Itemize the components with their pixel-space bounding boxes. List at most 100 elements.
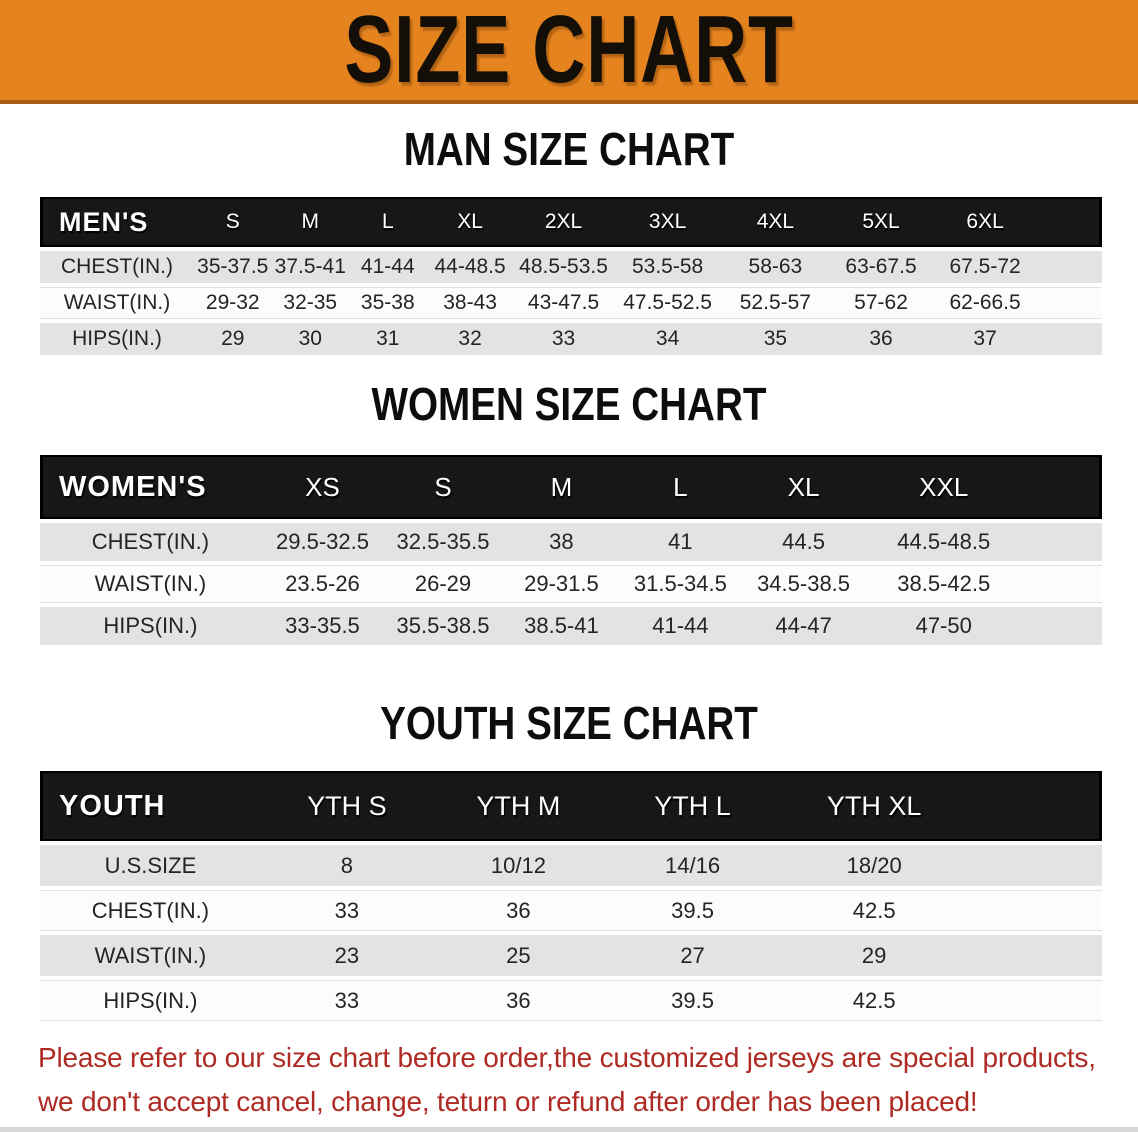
row-label: WAIST(IN.) <box>40 565 261 603</box>
column-header: XL <box>739 455 868 519</box>
table-corner-label: MEN'S <box>40 197 194 247</box>
column-header: 4XL <box>721 197 829 247</box>
size-value-cell: 23 <box>260 935 433 976</box>
size-value-cell: 33 <box>260 890 433 931</box>
column-header: YTH L <box>603 771 782 841</box>
size-value-cell: 38.5-42.5 <box>867 565 1021 603</box>
size-value-cell: 44.5 <box>739 523 868 561</box>
spacer-cell <box>1020 523 1102 561</box>
page-title: SIZE CHART <box>344 0 794 104</box>
size-value-cell: 58-63 <box>721 251 829 283</box>
size-value-cell: 18/20 <box>781 845 968 886</box>
spacer-cell <box>1020 565 1102 603</box>
size-value-cell: 35 <box>721 323 829 355</box>
notice-line-1: Please refer to our size chart before or… <box>38 1042 1096 1073</box>
youth-section-heading: YOUTH SIZE CHART <box>380 697 758 749</box>
spacer-cell <box>967 845 1102 886</box>
banner: SIZE CHART <box>0 0 1138 104</box>
spacer-cell <box>1020 455 1102 519</box>
table-row: CHEST(IN.) 29.5-32.5 32.5-35.5 38 41 44.5 44.5… <box>40 523 1102 561</box>
size-value-cell: 41 <box>620 523 740 561</box>
size-value-cell: 37.5-41 <box>271 251 350 283</box>
row-label: WAIST(IN.) <box>40 287 194 319</box>
table-row: WAIST(IN.) 23.5-26 26-29 29-31.5 31.5-34.5 34… <box>40 565 1102 603</box>
size-value-cell: 30 <box>271 323 350 355</box>
column-header: M <box>501 455 621 519</box>
size-value-cell: 29-32 <box>194 287 272 319</box>
table-row: HIPS(IN.) 29 30 31 32 33 34 35 36 37 <box>40 323 1102 355</box>
row-label: CHEST(IN.) <box>40 523 261 561</box>
youth-size-table: YOUTH YTH S YTH M YTH L YTH XL U.S.SIZE 8 10/12… <box>40 767 1102 1025</box>
size-value-cell: 57-62 <box>829 287 934 319</box>
spacer-cell <box>967 890 1102 931</box>
table-row: HIPS(IN.) 33-35.5 35.5-38.5 38.5-41 41-44 44-… <box>40 607 1102 645</box>
women-section-heading: WOMEN SIZE CHART <box>371 378 767 430</box>
size-value-cell: 10/12 <box>432 845 604 886</box>
column-header: XL <box>426 197 514 247</box>
column-header: 2XL <box>513 197 614 247</box>
column-header: 6XL <box>933 197 1038 247</box>
size-value-cell: 27 <box>603 935 782 976</box>
size-value-cell: 41-44 <box>349 251 427 283</box>
size-value-cell: 29-31.5 <box>501 565 621 603</box>
column-header: YTH XL <box>781 771 968 841</box>
size-value-cell: 33 <box>260 980 433 1021</box>
row-label: CHEST(IN.) <box>40 251 194 283</box>
column-header: YTH S <box>260 771 433 841</box>
spacer-cell <box>1037 197 1102 247</box>
size-value-cell: 36 <box>829 323 934 355</box>
size-value-cell: 48.5-53.5 <box>513 251 614 283</box>
row-label: WAIST(IN.) <box>40 935 261 976</box>
size-value-cell: 38-43 <box>426 287 514 319</box>
size-value-cell: 47.5-52.5 <box>613 287 722 319</box>
size-value-cell: 42.5 <box>781 890 968 931</box>
spacer-cell <box>967 771 1102 841</box>
size-value-cell: 31 <box>349 323 427 355</box>
row-label: HIPS(IN.) <box>40 980 261 1021</box>
order-notice: Please refer to our size chart before or… <box>38 1036 1113 1124</box>
size-value-cell: 36 <box>432 890 604 931</box>
table-row: U.S.SIZE 8 10/12 14/16 18/20 <box>40 845 1102 886</box>
size-value-cell: 62-66.5 <box>933 287 1038 319</box>
table-row: CHEST(IN.) 33 36 39.5 42.5 <box>40 890 1102 931</box>
spacer-cell <box>967 980 1102 1021</box>
size-value-cell: 14/16 <box>603 845 782 886</box>
size-value-cell: 29 <box>194 323 272 355</box>
size-value-cell: 38 <box>501 523 621 561</box>
column-header: 5XL <box>829 197 934 247</box>
size-value-cell: 29.5-32.5 <box>260 523 385 561</box>
size-value-cell: 52.5-57 <box>721 287 829 319</box>
header-row: YOUTH YTH S YTH M YTH L YTH XL <box>40 771 1102 841</box>
spacer-cell <box>1037 323 1102 355</box>
size-value-cell: 34.5-38.5 <box>739 565 868 603</box>
column-header: 3XL <box>613 197 722 247</box>
size-value-cell: 47-50 <box>867 607 1021 645</box>
column-header: XS <box>260 455 385 519</box>
size-value-cell: 33-35.5 <box>260 607 385 645</box>
table-row: CHEST(IN.) 35-37.5 37.5-41 41-44 44-48.5 48.5… <box>40 251 1102 283</box>
notice-line-2: we don't accept cancel, change, teturn o… <box>38 1086 978 1118</box>
size-value-cell: 35.5-38.5 <box>384 607 502 645</box>
row-label: HIPS(IN.) <box>40 323 194 355</box>
spacer-cell <box>1020 607 1102 645</box>
men-size-table: MEN'S S M L XL 2XL 3XL 4XL 5XL 6XL CHEST(IN.) 35-37… <box>40 193 1102 359</box>
size-value-cell: 41-44 <box>620 607 740 645</box>
row-label: HIPS(IN.) <box>40 607 261 645</box>
column-header: L <box>620 455 740 519</box>
men-section-heading: MAN SIZE CHART <box>403 123 735 175</box>
size-value-cell: 39.5 <box>603 890 782 931</box>
size-value-cell: 31.5-34.5 <box>620 565 740 603</box>
header-row: MEN'S S M L XL 2XL 3XL 4XL 5XL 6XL <box>40 197 1102 247</box>
spacer-cell <box>1037 287 1102 319</box>
table-corner-label: YOUTH <box>40 771 261 841</box>
spacer-cell <box>1037 251 1102 283</box>
women-size-table: WOMEN'S XS S M L XL XXL CHEST(IN.) 29.5-32.5 32.5… <box>40 451 1102 649</box>
size-value-cell: 37 <box>933 323 1038 355</box>
bottom-edge-divider <box>0 1127 1138 1132</box>
column-header: M <box>271 197 350 247</box>
size-value-cell: 34 <box>613 323 722 355</box>
column-header: YTH M <box>432 771 604 841</box>
column-header: XXL <box>867 455 1021 519</box>
size-value-cell: 35-37.5 <box>194 251 272 283</box>
